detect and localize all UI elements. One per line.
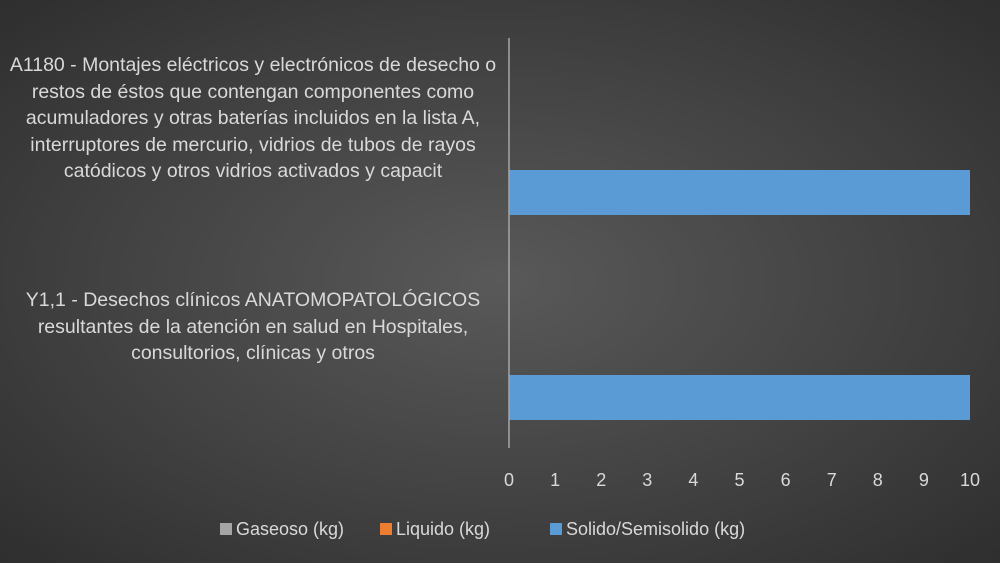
x-tick-label: 1 [550,470,560,490]
x-tick-label: 9 [919,470,929,490]
x-tick-label: 8 [873,470,883,490]
bar [509,170,970,215]
x-tick-label: 5 [734,470,744,490]
x-tick-label: 10 [960,470,980,490]
x-tick-label: 4 [688,470,698,490]
legend-label: Liquido (kg) [396,519,490,539]
legend-swatch [220,523,232,535]
legend-swatch [380,523,392,535]
x-tick-label: 2 [596,470,606,490]
legend-label: Solido/Semisolido (kg) [566,519,745,539]
bar [509,375,970,420]
x-tick-label: 6 [781,470,791,490]
x-tick-label: 3 [642,470,652,490]
x-tick-label: 7 [827,470,837,490]
x-tick-label: 0 [504,470,514,490]
category-label: A1180 - Montajes eléctricos y electrónic… [9,54,497,182]
legend-swatch [550,523,562,535]
category-label: Y1,1 - Desechos clínicos ANATOMOPATOLÓGI… [25,289,481,364]
legend-label: Gaseoso (kg) [236,519,344,539]
